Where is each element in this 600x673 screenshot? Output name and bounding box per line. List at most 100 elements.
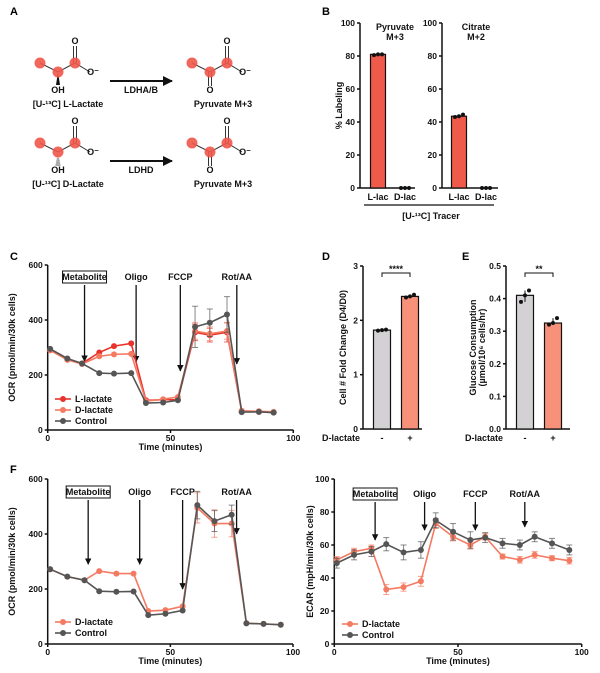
x-category-label: +	[407, 433, 412, 443]
data-point	[64, 355, 71, 362]
x-category-label: L-lac	[367, 192, 388, 202]
y-tick-label: 40	[320, 573, 330, 583]
line-chart-F-ECAR: 0 20 40 60 80 100 0 50 100 Time (minutes) ECAR (mp…	[305, 474, 589, 666]
data-point	[432, 517, 439, 524]
significance-marker: **	[535, 264, 543, 274]
data-point	[79, 360, 86, 367]
replicate-point	[384, 327, 388, 332]
data-point	[128, 370, 135, 377]
data-point	[162, 610, 169, 617]
data-point	[96, 588, 103, 595]
labeled-carbon	[204, 66, 216, 78]
x-axis-label: D-lactate	[322, 433, 360, 443]
y-tick-label: 80	[346, 51, 356, 61]
data-point	[260, 620, 267, 627]
series-line	[49, 503, 281, 626]
data-point	[531, 533, 538, 540]
replicate-point	[407, 186, 411, 190]
legend-marker	[60, 630, 66, 636]
replicate-point	[547, 322, 551, 327]
x-tick-label: 0	[45, 433, 50, 443]
data-point	[160, 399, 167, 406]
y-tick-label: 80	[428, 51, 438, 61]
data-point	[368, 548, 375, 555]
data-point	[113, 570, 120, 577]
injection-label-rotaa: Rot/AA	[510, 489, 541, 499]
chart-title: Citrate	[462, 22, 491, 32]
y-tick-label: 0.3	[489, 326, 501, 336]
replicate-point	[376, 328, 380, 333]
data-point	[383, 541, 390, 548]
legend-label: L-lactate	[75, 394, 112, 404]
data-point	[450, 528, 457, 535]
labeled-carbon	[69, 57, 81, 69]
substrate-label: [U-¹³C] D-Lactate	[32, 179, 104, 189]
replicate-point	[372, 53, 376, 58]
data-point	[96, 370, 103, 377]
x-tick-label: 50	[166, 433, 176, 443]
data-point	[211, 518, 218, 525]
significance-bracket	[524, 272, 554, 277]
y-tick-label: 0	[350, 183, 355, 193]
data-point	[130, 588, 137, 595]
x-category-label: -	[381, 433, 384, 443]
x-tick-label: 100	[575, 647, 589, 657]
replicate-point	[380, 328, 384, 333]
x-axis-label: [U-¹³C] Tracer	[402, 211, 460, 221]
replicate-point	[399, 186, 403, 190]
y-axis-label: Cell # Fold Change (D4/D0)	[338, 290, 348, 405]
carboxylate-label: O⁻	[239, 147, 251, 157]
replicate-point	[453, 115, 457, 120]
labeled-carbon	[52, 146, 64, 158]
labeled-carbon	[204, 146, 216, 158]
injection-label-metabolite: Metabolite	[353, 489, 398, 499]
chart-title: Pyruvate	[376, 22, 414, 32]
metabolite-box	[65, 485, 111, 499]
series-control	[333, 512, 573, 569]
y-tick-label: 0	[353, 424, 358, 434]
y-tick-label: 400	[29, 529, 43, 539]
data-point	[333, 560, 340, 567]
data-point	[81, 577, 88, 584]
injection-label-oligo: Oligo	[413, 489, 436, 499]
y-axis-label: OCR (pmol/min/30k cells)	[7, 507, 17, 616]
replicate-point	[555, 316, 559, 321]
data-point	[516, 556, 523, 563]
x-category-label: D-lac	[394, 192, 416, 202]
data-point	[400, 549, 407, 556]
legend-marker	[347, 621, 353, 627]
x-axis-label: Time (minutes)	[139, 442, 203, 452]
y-tick-label: 0.1	[489, 391, 501, 401]
product-label: Pyruvate M+3	[194, 99, 252, 109]
data-point	[223, 311, 230, 318]
y-tick-label: 600	[29, 474, 43, 484]
hydroxyl-label: OH	[51, 165, 65, 175]
injection-label-fccp: FCCP	[463, 489, 488, 499]
carboxylate-label: O⁻	[239, 67, 251, 77]
chart-title: M+2	[467, 32, 485, 42]
data-point	[111, 351, 118, 358]
enzyme-label: LDHD	[129, 165, 154, 175]
injection-label-rotaa: Rot/AA	[222, 272, 253, 282]
data-point	[64, 573, 71, 580]
panel-a-reaction-diagram: O O⁻ OH [U-¹³C] L-Lactate LDHA/B O O⁻ O Pyruvate…	[32, 36, 252, 189]
oxygen-label: O	[71, 116, 78, 126]
carboxylate-label: O⁻	[87, 147, 99, 157]
replicate-point	[403, 186, 407, 190]
y-tick-label: 100	[315, 474, 329, 484]
pyruvate-molecule: O O⁻ O	[186, 116, 251, 175]
y-tick-label: 400	[29, 315, 43, 325]
injection-label-metabolite: Metabolite	[62, 272, 107, 282]
data-point	[194, 502, 201, 509]
y-tick-label: 20	[428, 150, 438, 160]
labeled-carbon	[186, 137, 198, 149]
y-tick-label: 20	[320, 606, 330, 616]
labeled-carbon	[221, 57, 233, 69]
bar-0	[372, 329, 392, 430]
y-tick-label: 0	[38, 639, 43, 649]
data-point	[531, 551, 538, 558]
data-point	[566, 546, 573, 553]
data-point	[113, 588, 120, 595]
